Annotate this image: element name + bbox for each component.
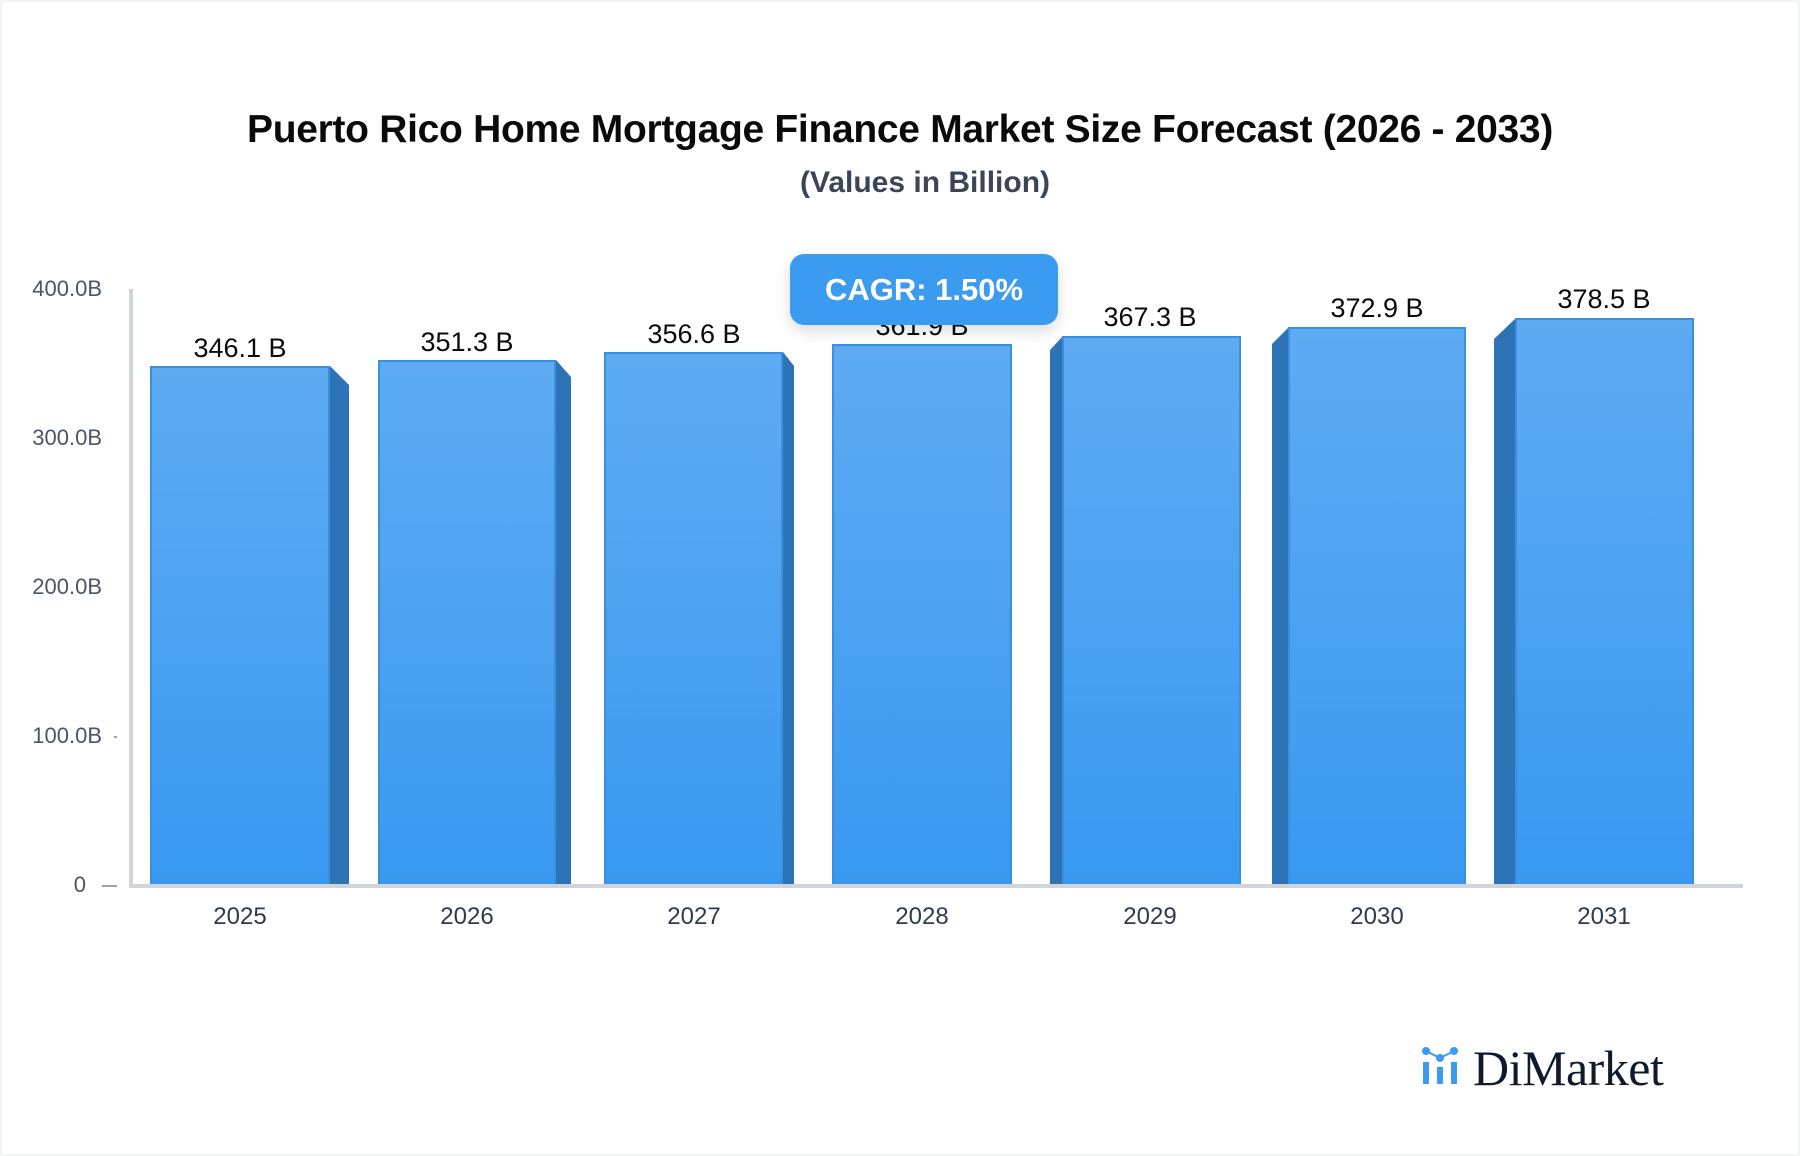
value-label-2027: 356.6 B (647, 319, 741, 349)
x-tick-label-2030: 2030 (1350, 903, 1404, 930)
x-tick-label-2026: 2026 (440, 903, 494, 930)
bar-2031[interactable] (1515, 318, 1694, 885)
value-label-2030: 372.9 B (1330, 293, 1424, 323)
bar-2026[interactable] (378, 360, 556, 885)
bar-side-2027 (783, 352, 794, 885)
x-tick-label-2028: 2028 (895, 903, 949, 930)
chart-title: Puerto Rico Home Mortgage Finance Market… (246, 108, 1554, 151)
y-axis-line (129, 289, 133, 888)
x-tick-label-2025: 2025 (213, 903, 267, 930)
value-label-2029: 367.3 B (1103, 302, 1197, 332)
x-tick-label-2031: 2031 (1577, 903, 1631, 930)
y-tick-label-200: 200.0B (32, 574, 102, 599)
y-tick-label-400: 400.0B (32, 276, 102, 301)
value-label-2026: 351.3 B (420, 327, 514, 357)
y-tick-label-0: 0 (73, 872, 86, 897)
y-tick-100 (114, 736, 117, 738)
value-label-2025: 346.1 B (193, 333, 287, 363)
x-tick-label-2027: 2027 (667, 903, 721, 930)
x-tick-label-2029: 2029 (1123, 903, 1177, 930)
x-axis-line (129, 884, 1743, 888)
bar-2029[interactable] (1062, 336, 1241, 885)
value-label-2031: 378.5 B (1557, 284, 1651, 314)
chart-subtitle: (Values in Billion) (799, 166, 1051, 199)
y-tick-label-100: 100.0B (32, 723, 102, 748)
bar-chart-logo-icon (1421, 1046, 1461, 1091)
dimarket-logo[interactable]: DiMarket (1421, 1040, 1664, 1096)
y-tick-0 (102, 885, 117, 887)
bar-2030[interactable] (1288, 327, 1466, 885)
bar-2027[interactable] (604, 352, 783, 885)
bar-side-2031 (1494, 318, 1516, 885)
bar-side-2026 (556, 360, 571, 885)
bar-2028[interactable] (832, 344, 1012, 885)
brand-name: DiMarket (1473, 1040, 1664, 1096)
cagr-badge: CAGR: 1.50% (790, 254, 1058, 325)
bar-2025[interactable] (150, 366, 330, 885)
bar-side-2029 (1050, 336, 1063, 885)
bar-side-2025 (330, 366, 349, 885)
y-tick-label-300: 300.0B (32, 425, 102, 450)
bar-side-2030 (1272, 327, 1289, 885)
